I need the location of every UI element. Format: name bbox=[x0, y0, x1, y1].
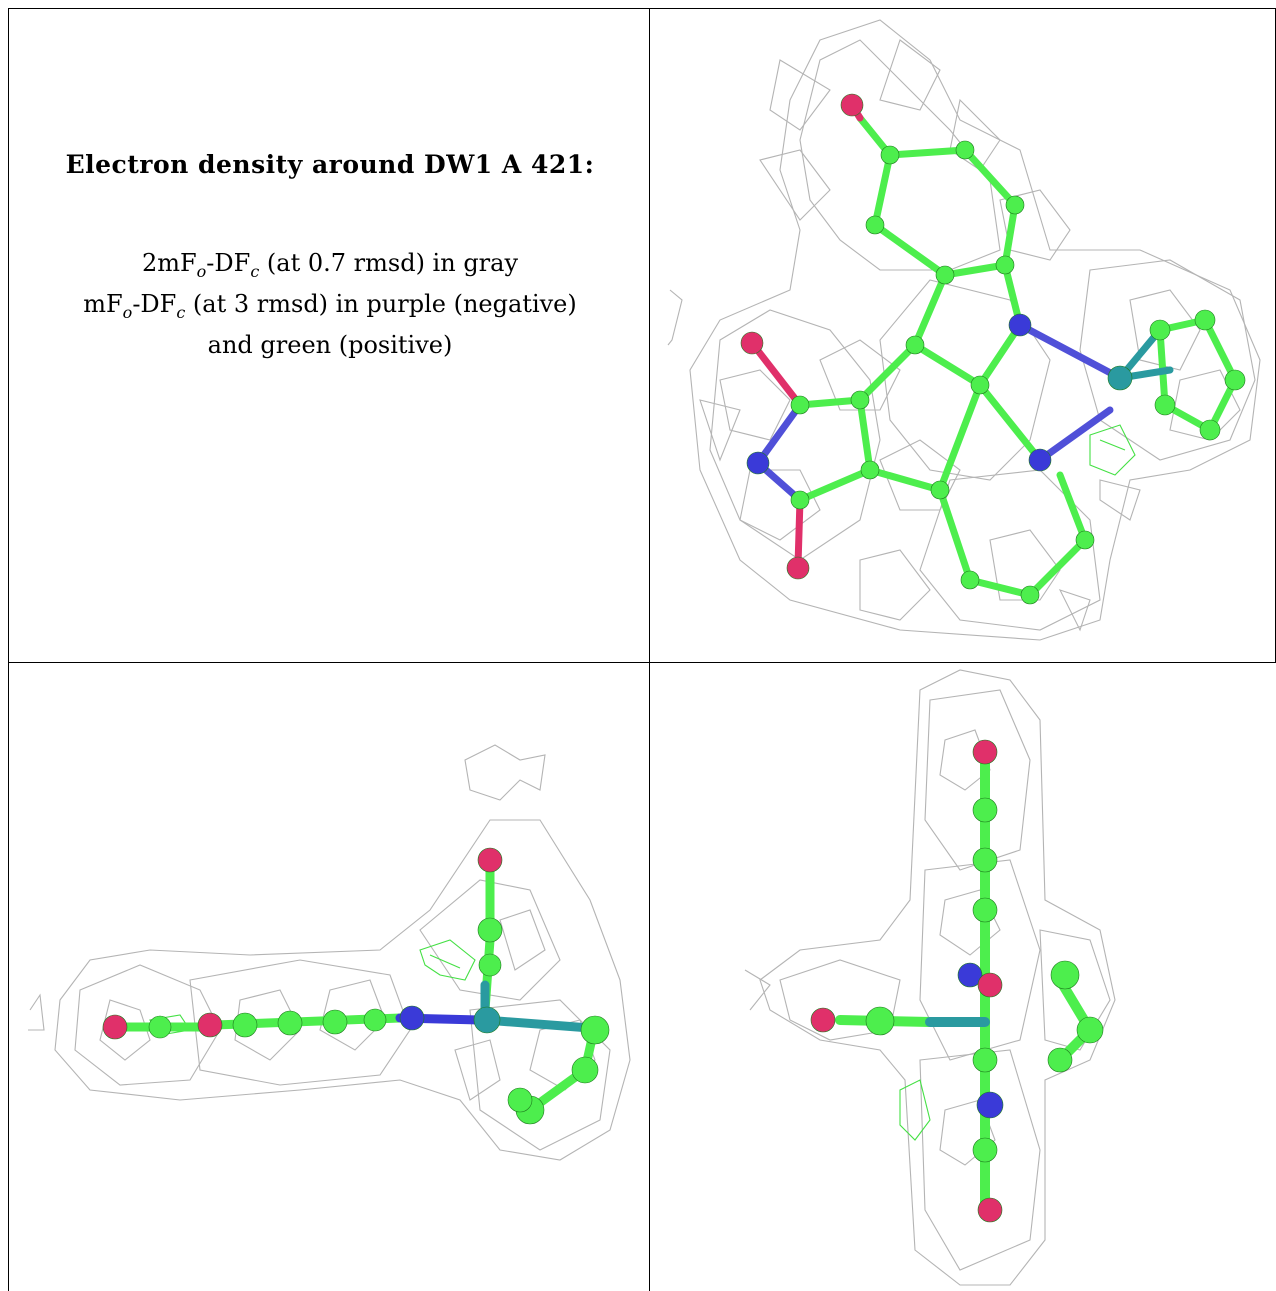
legend-line-2fofc: 2mFo-DFc (at 0.7 rmsd) in gray bbox=[141, 249, 519, 281]
positive-density bbox=[899, 1079, 931, 1141]
left-border bbox=[8, 8, 9, 1291]
caption-title: Electron density around DW1 A 421: bbox=[65, 150, 595, 179]
middle-border bbox=[8, 662, 1276, 663]
center-divider bbox=[649, 8, 650, 1291]
legend-line-green: and green (positive) bbox=[207, 330, 453, 359]
density-mesh bbox=[28, 744, 631, 1161]
positive-density bbox=[1089, 424, 1136, 476]
caption-legend: 2mFo-DFc (at 0.7 rmsd) in gray mFo-DFc (… bbox=[20, 247, 640, 362]
ligand-atoms bbox=[740, 93, 1246, 605]
caption-cell: Electron density around DW1 A 421: 2mFo-… bbox=[20, 150, 640, 362]
top-border bbox=[8, 8, 1276, 9]
density-view-edge bbox=[744, 669, 1116, 1286]
ligand-bonds bbox=[748, 101, 1239, 599]
legend-line-fofc: mFo-DFc (at 3 rmsd) in purple (negative) bbox=[83, 289, 577, 322]
density-view-side bbox=[28, 744, 631, 1161]
ligand-atoms bbox=[810, 739, 1104, 1223]
ligand-atoms bbox=[102, 847, 610, 1125]
density-mesh bbox=[667, 19, 1261, 641]
density-view-top bbox=[667, 19, 1261, 641]
